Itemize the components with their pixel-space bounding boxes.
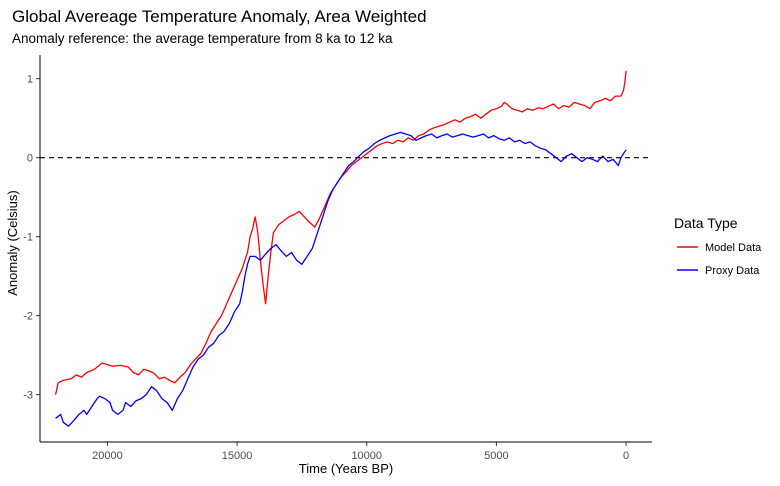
plot-area: 1 0 -1 -2 -3 20000 15000 10000 5000 0 [23,55,652,462]
series-line-0 [54,70,627,395]
y-tick-label: -3 [23,390,33,402]
x-tick-label: 20000 [92,450,123,462]
legend-title: Data Type [674,215,738,231]
x-axis-title: Time (Years BP) [299,461,393,476]
y-tick-label: 0 [27,153,33,165]
y-tick-label: 1 [27,74,33,86]
legend-label-0: Model Data [705,242,762,254]
legend: Data Type Model Data Proxy Data [674,215,762,277]
chart-subtitle: Anomaly reference: the average temperatu… [12,31,393,46]
x-tick-label: 0 [623,450,629,462]
series-line-1 [55,131,627,427]
legend-label-1: Proxy Data [705,265,760,277]
legend-items: Model Data Proxy Data [677,242,762,277]
y-tick-label: -2 [23,311,33,323]
chart-title: Global Avereage Temperature Anomaly, Are… [12,7,427,26]
data-series [54,70,627,427]
x-tick-label: 15000 [222,450,253,462]
x-axis-ticks: 20000 15000 10000 5000 0 [92,442,629,462]
y-axis-ticks: 1 0 -1 -2 -3 [23,74,40,402]
y-tick-label: -1 [23,232,33,244]
y-axis-title: Anomaly (Celsius) [5,190,20,295]
x-tick-label: 10000 [351,450,382,462]
x-tick-label: 5000 [484,450,508,462]
